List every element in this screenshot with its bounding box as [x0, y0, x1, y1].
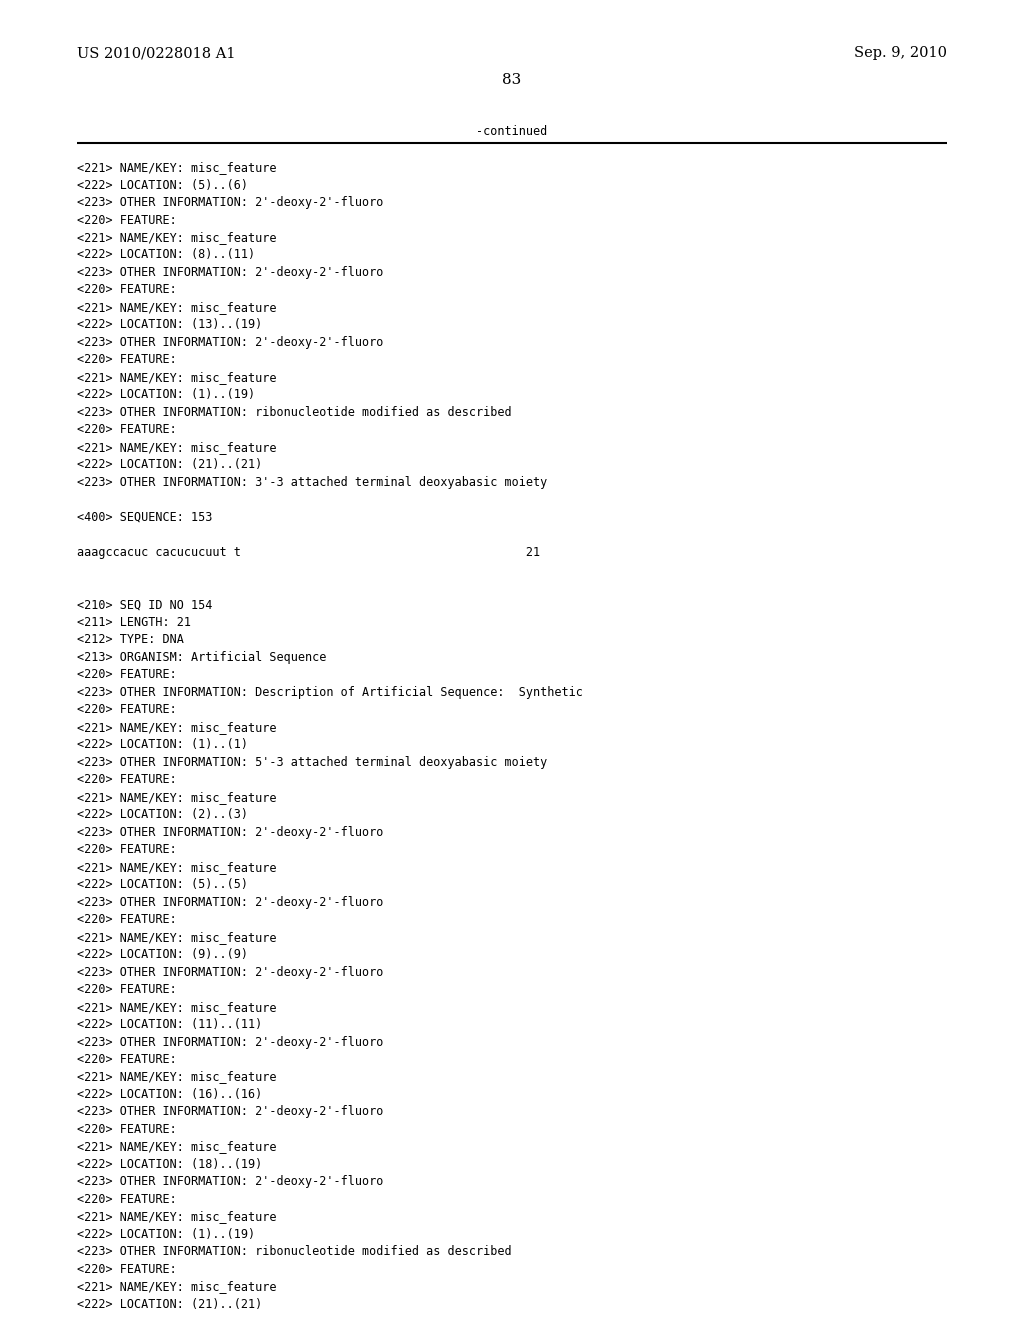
Text: <221> NAME/KEY: misc_feature: <221> NAME/KEY: misc_feature [77, 301, 276, 314]
Text: <223> OTHER INFORMATION: ribonucleotide modified as described: <223> OTHER INFORMATION: ribonucleotide … [77, 407, 511, 418]
Text: <223> OTHER INFORMATION: 2'-deoxy-2'-fluoro: <223> OTHER INFORMATION: 2'-deoxy-2'-flu… [77, 1106, 383, 1118]
Text: <222> LOCATION: (9)..(9): <222> LOCATION: (9)..(9) [77, 948, 248, 961]
Text: <222> LOCATION: (1)..(19): <222> LOCATION: (1)..(19) [77, 388, 255, 401]
Text: <222> LOCATION: (1)..(1): <222> LOCATION: (1)..(1) [77, 738, 248, 751]
Text: <213> ORGANISM: Artificial Sequence: <213> ORGANISM: Artificial Sequence [77, 651, 327, 664]
Text: <222> LOCATION: (13)..(19): <222> LOCATION: (13)..(19) [77, 318, 262, 331]
Text: <220> FEATURE:: <220> FEATURE: [77, 354, 176, 367]
Text: <222> LOCATION: (2)..(3): <222> LOCATION: (2)..(3) [77, 808, 248, 821]
Text: <222> LOCATION: (5)..(6): <222> LOCATION: (5)..(6) [77, 178, 248, 191]
Text: <222> LOCATION: (18)..(19): <222> LOCATION: (18)..(19) [77, 1158, 262, 1171]
Text: 83: 83 [503, 73, 521, 87]
Text: <221> NAME/KEY: misc_feature: <221> NAME/KEY: misc_feature [77, 371, 276, 384]
Text: <220> FEATURE:: <220> FEATURE: [77, 1193, 176, 1206]
Text: <220> FEATURE:: <220> FEATURE: [77, 424, 176, 437]
Text: <220> FEATURE:: <220> FEATURE: [77, 1123, 176, 1137]
Text: Sep. 9, 2010: Sep. 9, 2010 [854, 46, 947, 61]
Text: <223> OTHER INFORMATION: 2'-deoxy-2'-fluoro: <223> OTHER INFORMATION: 2'-deoxy-2'-flu… [77, 195, 383, 209]
Text: <221> NAME/KEY: misc_feature: <221> NAME/KEY: misc_feature [77, 1001, 276, 1014]
Text: <222> LOCATION: (11)..(11): <222> LOCATION: (11)..(11) [77, 1018, 262, 1031]
Text: <221> NAME/KEY: misc_feature: <221> NAME/KEY: misc_feature [77, 231, 276, 244]
Text: <220> FEATURE:: <220> FEATURE: [77, 774, 176, 787]
Text: <221> NAME/KEY: misc_feature: <221> NAME/KEY: misc_feature [77, 441, 276, 454]
Text: <223> OTHER INFORMATION: 3'-3 attached terminal deoxyabasic moiety: <223> OTHER INFORMATION: 3'-3 attached t… [77, 477, 547, 488]
Text: <220> FEATURE:: <220> FEATURE: [77, 1053, 176, 1067]
Text: <221> NAME/KEY: misc_feature: <221> NAME/KEY: misc_feature [77, 1210, 276, 1224]
Text: <222> LOCATION: (8)..(11): <222> LOCATION: (8)..(11) [77, 248, 255, 261]
Text: <220> FEATURE:: <220> FEATURE: [77, 913, 176, 927]
Text: <222> LOCATION: (21)..(21): <222> LOCATION: (21)..(21) [77, 458, 262, 471]
Text: <221> NAME/KEY: misc_feature: <221> NAME/KEY: misc_feature [77, 1071, 276, 1084]
Text: <222> LOCATION: (16)..(16): <222> LOCATION: (16)..(16) [77, 1088, 262, 1101]
Text: <222> LOCATION: (5)..(5): <222> LOCATION: (5)..(5) [77, 878, 248, 891]
Text: <220> FEATURE:: <220> FEATURE: [77, 704, 176, 717]
Text: <220> FEATURE:: <220> FEATURE: [77, 983, 176, 997]
Text: <223> OTHER INFORMATION: 2'-deoxy-2'-fluoro: <223> OTHER INFORMATION: 2'-deoxy-2'-flu… [77, 1175, 383, 1188]
Text: -continued: -continued [476, 125, 548, 139]
Text: <221> NAME/KEY: misc_feature: <221> NAME/KEY: misc_feature [77, 861, 276, 874]
Text: <221> NAME/KEY: misc_feature: <221> NAME/KEY: misc_feature [77, 161, 276, 174]
Text: <223> OTHER INFORMATION: Description of Artificial Sequence:  Synthetic: <223> OTHER INFORMATION: Description of … [77, 685, 583, 698]
Text: <220> FEATURE:: <220> FEATURE: [77, 1263, 176, 1276]
Text: <212> TYPE: DNA: <212> TYPE: DNA [77, 634, 183, 647]
Text: <220> FEATURE:: <220> FEATURE: [77, 284, 176, 297]
Text: US 2010/0228018 A1: US 2010/0228018 A1 [77, 46, 236, 61]
Text: <221> NAME/KEY: misc_feature: <221> NAME/KEY: misc_feature [77, 721, 276, 734]
Text: aaagccacuc cacucucuut t                                        21: aaagccacuc cacucucuut t 21 [77, 546, 540, 558]
Text: <223> OTHER INFORMATION: 2'-deoxy-2'-fluoro: <223> OTHER INFORMATION: 2'-deoxy-2'-flu… [77, 335, 383, 348]
Text: <211> LENGTH: 21: <211> LENGTH: 21 [77, 615, 190, 628]
Text: <223> OTHER INFORMATION: ribonucleotide modified as described: <223> OTHER INFORMATION: ribonucleotide … [77, 1246, 511, 1258]
Text: <221> NAME/KEY: misc_feature: <221> NAME/KEY: misc_feature [77, 1280, 276, 1294]
Text: <223> OTHER INFORMATION: 5'-3 attached terminal deoxyabasic moiety: <223> OTHER INFORMATION: 5'-3 attached t… [77, 755, 547, 768]
Text: <223> OTHER INFORMATION: 2'-deoxy-2'-fluoro: <223> OTHER INFORMATION: 2'-deoxy-2'-flu… [77, 826, 383, 838]
Text: <220> FEATURE:: <220> FEATURE: [77, 668, 176, 681]
Text: <210> SEQ ID NO 154: <210> SEQ ID NO 154 [77, 598, 212, 611]
Text: <221> NAME/KEY: misc_feature: <221> NAME/KEY: misc_feature [77, 931, 276, 944]
Text: <221> NAME/KEY: misc_feature: <221> NAME/KEY: misc_feature [77, 791, 276, 804]
Text: <220> FEATURE:: <220> FEATURE: [77, 214, 176, 227]
Text: <221> NAME/KEY: misc_feature: <221> NAME/KEY: misc_feature [77, 1140, 276, 1154]
Text: <222> LOCATION: (21)..(21): <222> LOCATION: (21)..(21) [77, 1298, 262, 1311]
Text: <222> LOCATION: (1)..(19): <222> LOCATION: (1)..(19) [77, 1228, 255, 1241]
Text: <223> OTHER INFORMATION: 2'-deoxy-2'-fluoro: <223> OTHER INFORMATION: 2'-deoxy-2'-flu… [77, 895, 383, 908]
Text: <223> OTHER INFORMATION: 2'-deoxy-2'-fluoro: <223> OTHER INFORMATION: 2'-deoxy-2'-flu… [77, 1035, 383, 1048]
Text: <400> SEQUENCE: 153: <400> SEQUENCE: 153 [77, 511, 212, 524]
Text: <223> OTHER INFORMATION: 2'-deoxy-2'-fluoro: <223> OTHER INFORMATION: 2'-deoxy-2'-flu… [77, 267, 383, 279]
Text: <220> FEATURE:: <220> FEATURE: [77, 843, 176, 857]
Text: <223> OTHER INFORMATION: 2'-deoxy-2'-fluoro: <223> OTHER INFORMATION: 2'-deoxy-2'-flu… [77, 965, 383, 978]
